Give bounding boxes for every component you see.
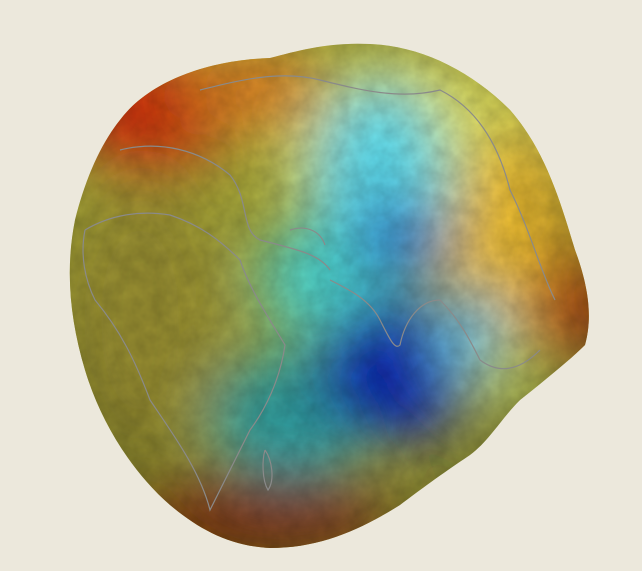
coastlines bbox=[82, 75, 556, 512]
